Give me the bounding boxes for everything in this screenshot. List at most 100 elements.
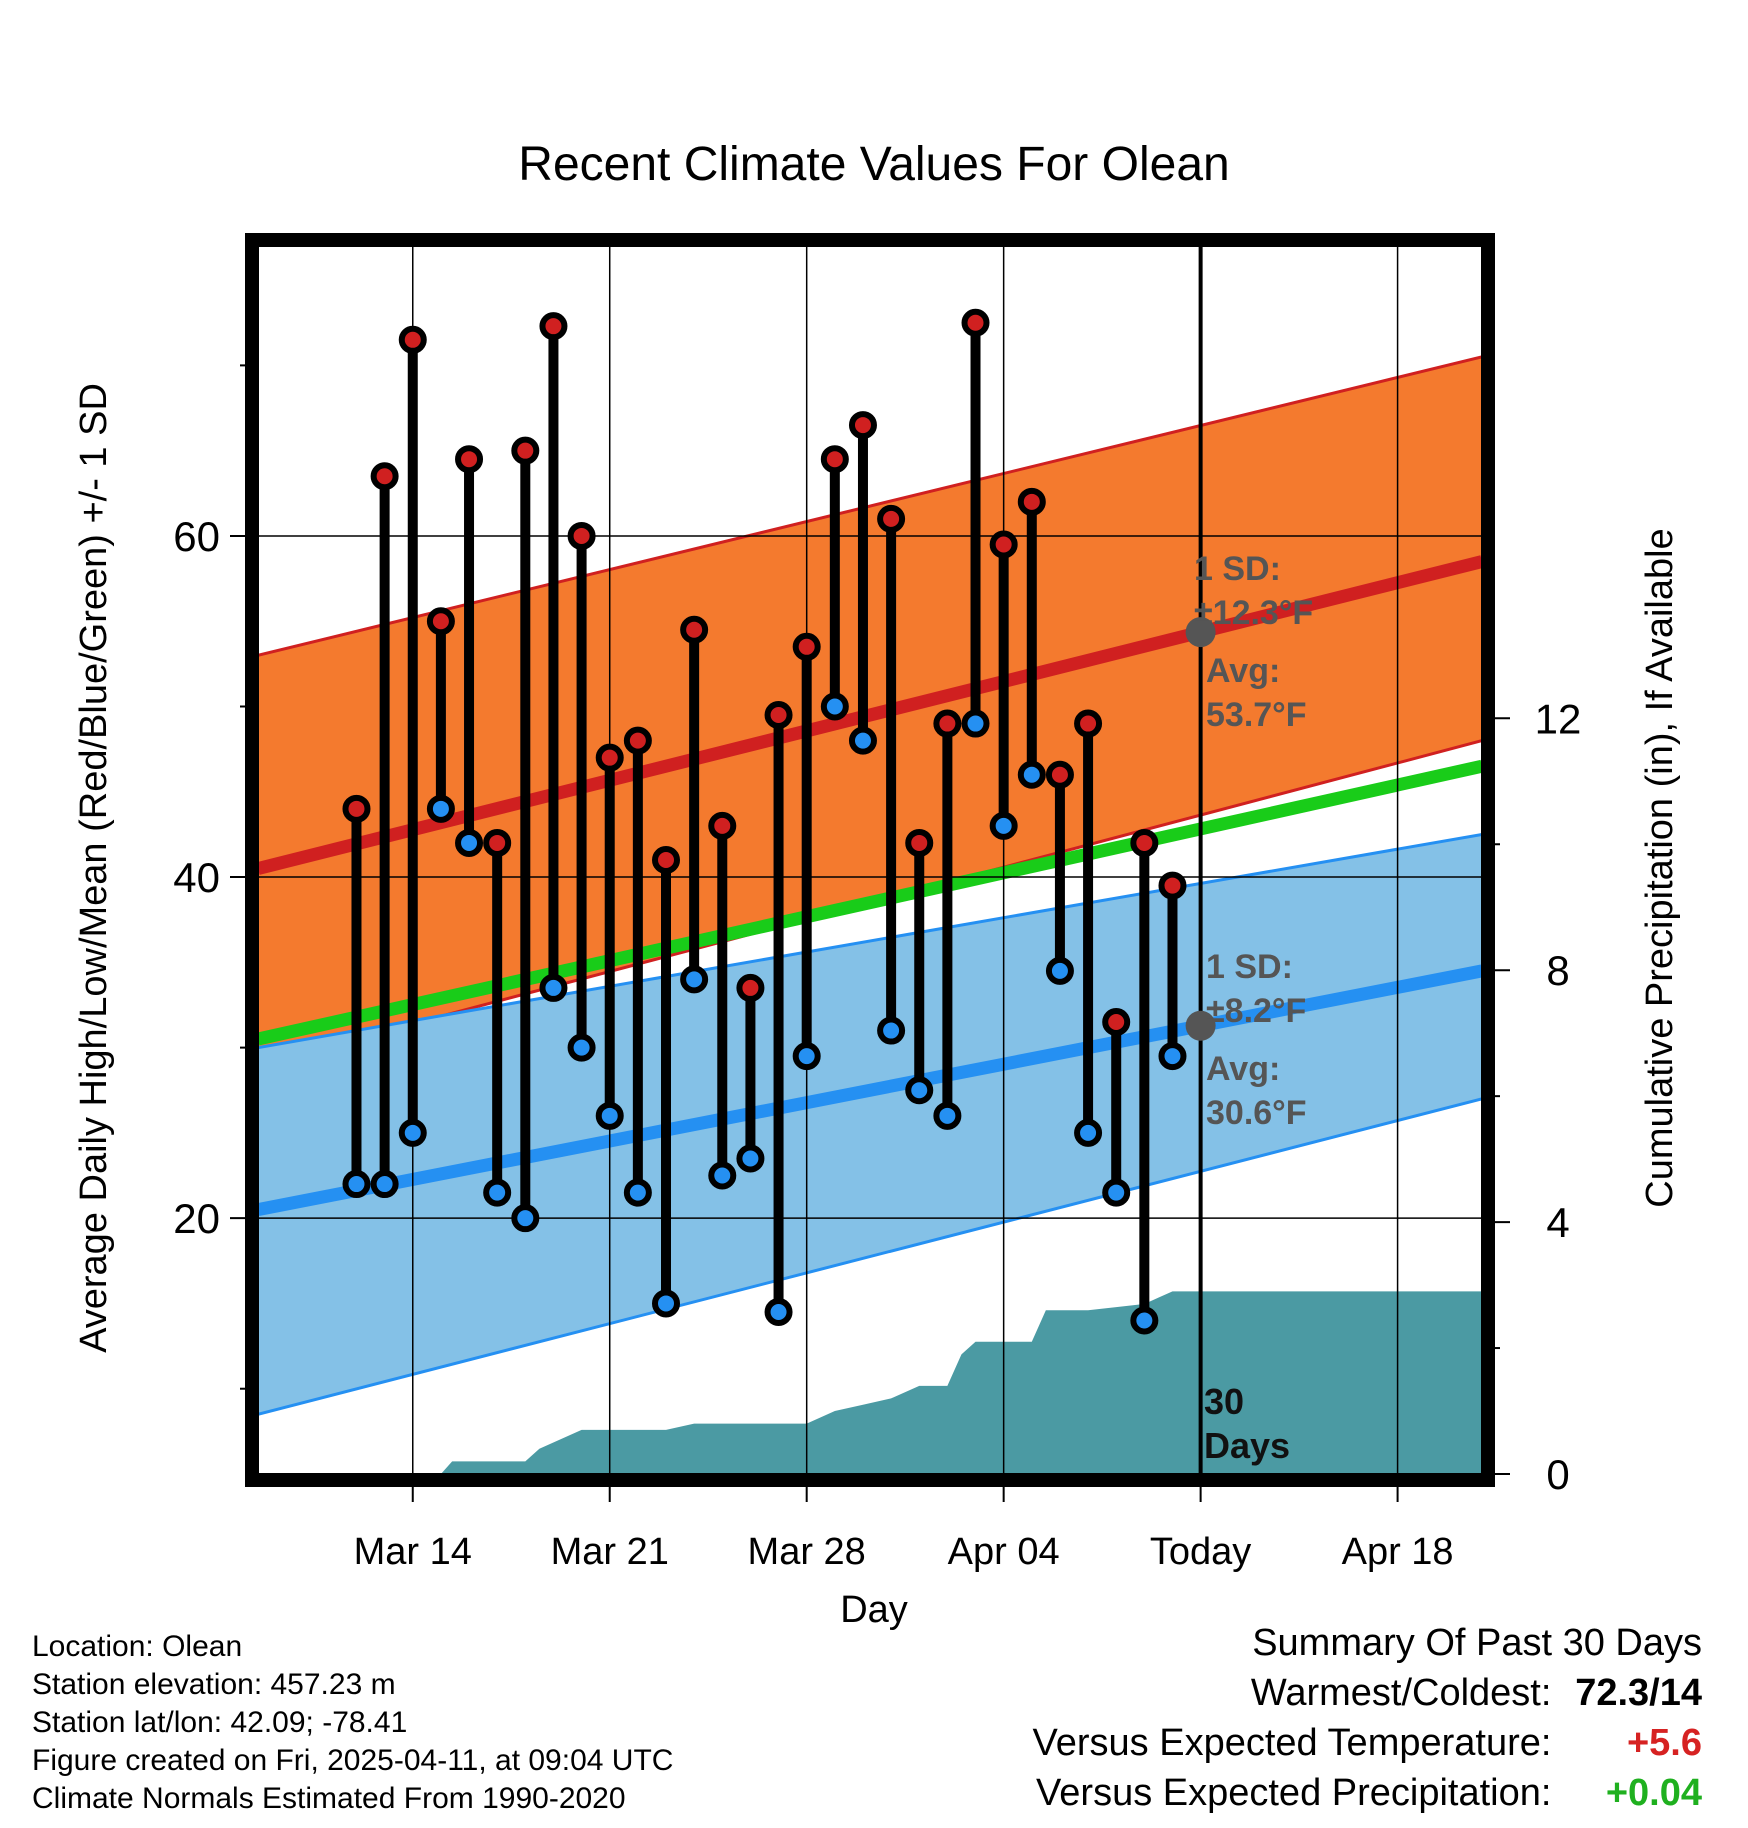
daily-high-point — [483, 828, 512, 857]
daily-low-point — [1074, 1118, 1103, 1147]
daily-high-point — [792, 632, 821, 661]
x-tick-label: Apr 04 — [948, 1531, 1060, 1573]
elevation-text: Station elevation: 457.23 m — [32, 1668, 396, 1701]
daily-high-point — [398, 325, 427, 354]
daily-high-point — [511, 436, 540, 465]
daily-low-point — [848, 726, 877, 755]
daily-high-point — [680, 615, 709, 644]
y-tick-label: 40 — [173, 854, 220, 901]
plot-area: 1 SD: ±12.3°F Avg: 53.7°F 1 SD: ±8.2°F Avg: 30.… — [258, 246, 1482, 1474]
y2-tick-label: 8 — [1546, 947, 1569, 994]
daily-low-point — [736, 1144, 765, 1173]
axis-layer: 20 40 60 0 4 8 12 Mar 14 Mar 21 Mar 28 Apr 04 Today… — [173, 233, 1582, 1573]
low-sd-band-upper-edge — [258, 832, 1482, 1050]
daily-low-point — [511, 1204, 540, 1233]
daily-high-point — [455, 445, 484, 474]
daily-low-point — [905, 1076, 934, 1105]
daily-high-point — [539, 312, 568, 341]
daily-low-point — [989, 811, 1018, 840]
daily-low-point — [567, 1033, 596, 1062]
daily-low-point — [455, 828, 484, 857]
window-label-count: 30 — [1204, 1381, 1244, 1422]
daily-low-point — [1130, 1306, 1159, 1335]
y-axis-label: Average Daily High/Low/Mean (Red/Blue/Gr… — [73, 383, 115, 1353]
daily-low-point — [539, 973, 568, 1002]
daily-high-point — [1102, 1008, 1131, 1037]
low-sd-value: ±8.2°F — [1206, 992, 1306, 1030]
daily-high-point — [736, 973, 765, 1002]
daily-low-point — [595, 1101, 624, 1130]
daily-low-point — [933, 1101, 962, 1130]
daily-low-point — [764, 1297, 793, 1326]
y2-tick-label: 12 — [1535, 695, 1582, 742]
plot-layer: 1 SD: ±12.3°F Avg: 53.7°F 1 SD: ±8.2°F Avg: 30.… — [258, 246, 1482, 1474]
daily-low-point — [342, 1170, 371, 1199]
daily-high-point — [1130, 828, 1159, 857]
chart-title: Recent Climate Values For Olean — [518, 138, 1229, 191]
y-tick-label: 60 — [173, 513, 220, 560]
temp-anomaly-value: +5.6 — [1626, 1722, 1702, 1764]
daily-high-point — [961, 308, 990, 337]
mean-normal-line — [258, 759, 1482, 1046]
daily-high-point — [595, 743, 624, 772]
daily-low-point — [877, 1016, 906, 1045]
high-normal-line — [258, 555, 1482, 875]
warmest-label: Warmest/Coldest: — [1250, 1672, 1552, 1714]
low-sd-label: 1 SD: — [1206, 948, 1293, 986]
precip-anomaly-label: Versus Expected Precipitation: — [1036, 1772, 1552, 1814]
x-axis-label: Day — [840, 1589, 908, 1631]
station-info: Location: Olean Station elevation: 457.2… — [32, 1628, 673, 1818]
plot-frame — [245, 233, 1495, 1487]
daily-low-point — [1045, 956, 1074, 985]
high-sd-band-upper-edge — [258, 355, 1482, 657]
window-label-days: Days — [1204, 1425, 1290, 1466]
daily-low-point — [398, 1118, 427, 1147]
daily-low-point — [1158, 1042, 1187, 1071]
daily-high-point — [820, 445, 849, 474]
daily-high-point — [1158, 871, 1187, 900]
daily-high-point — [989, 530, 1018, 559]
normals-text: Climate Normals Estimated From 1990-2020 — [32, 1782, 626, 1815]
y2-tick-label: 4 — [1546, 1199, 1569, 1246]
summary-precip-row: Versus Expected Precipitation: +0.04 — [1033, 1768, 1702, 1818]
x-tick-label: Apr 18 — [1342, 1531, 1454, 1573]
y2-axis-label: Cumulative Precipitation (in), If Availa… — [1639, 528, 1681, 1207]
daily-high-point — [1045, 760, 1074, 789]
daily-low-point — [961, 709, 990, 738]
precip-anomaly-value: +0.04 — [1605, 1772, 1702, 1814]
summary-temp-row: Versus Expected Temperature: +5.6 — [1033, 1718, 1702, 1768]
daily-high-point — [1017, 487, 1046, 516]
daily-high-point — [370, 462, 399, 491]
daily-low-point — [426, 794, 455, 823]
daily-low-point — [623, 1178, 652, 1207]
daily-high-point — [342, 794, 371, 823]
y2-tick-label: 0 — [1546, 1451, 1569, 1498]
x-tick-label: Mar 21 — [551, 1531, 669, 1573]
daily-high-point — [877, 504, 906, 533]
daily-high-point — [623, 726, 652, 755]
daily-high-point — [933, 709, 962, 738]
high-avg-value: 53.7°F — [1206, 696, 1307, 734]
daily-low-point — [1102, 1178, 1131, 1207]
summary-panel: Summary Of Past 30 Days Warmest/Coldest:… — [1033, 1618, 1702, 1818]
daily-low-point — [483, 1178, 512, 1207]
high-avg-label: Avg: — [1206, 652, 1280, 690]
precip-area — [258, 1291, 1482, 1474]
latlon-text: Station lat/lon: 42.09; -78.41 — [32, 1706, 408, 1739]
daily-high-point — [1074, 709, 1103, 738]
daily-low-point — [370, 1170, 399, 1199]
y-tick-label: 20 — [173, 1195, 220, 1242]
low-normal-line — [258, 964, 1482, 1217]
daily-high-point — [708, 811, 737, 840]
low-avg-label: Avg: — [1206, 1050, 1280, 1088]
low-avg-value: 30.6°F — [1206, 1094, 1307, 1132]
daily-low-point — [652, 1289, 680, 1318]
daily-low-point — [792, 1042, 821, 1071]
high-sd-value: ±12.3°F — [1194, 594, 1313, 632]
created-text: Figure created on Fri, 2025-04-11, at 09… — [32, 1744, 674, 1777]
high-sd-label: 1 SD: — [1194, 550, 1281, 588]
daily-low-point — [1017, 760, 1046, 789]
today-high-normal-dot — [1185, 617, 1216, 648]
low-sd-band-lower-edge — [258, 1097, 1482, 1416]
location-text: Location: Olean — [32, 1630, 243, 1663]
